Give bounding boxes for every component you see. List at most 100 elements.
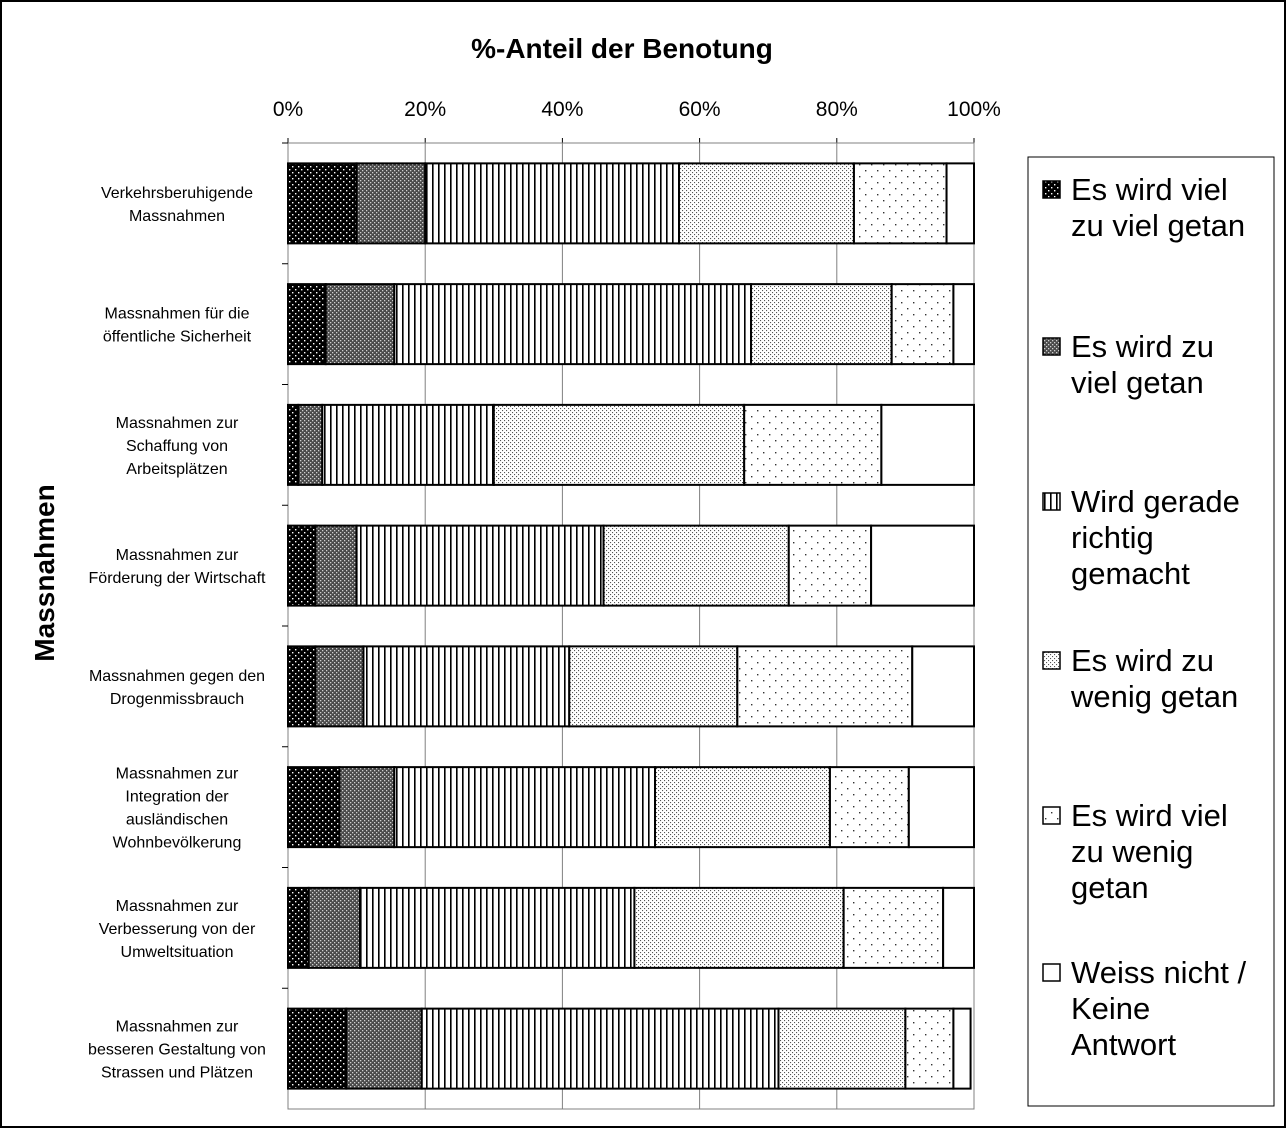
bar-segment [852, 162, 948, 245]
bar-segment [911, 645, 976, 728]
bar-segment [750, 283, 893, 366]
bar-segment [777, 1007, 907, 1090]
x-tick-label: 0% [273, 98, 303, 121]
legend-label: getan [1071, 870, 1149, 905]
bar-segment [736, 645, 914, 728]
x-tick-label: 60% [679, 98, 721, 121]
bar-segment [287, 403, 300, 486]
category-label: Wohnbevölkerung [113, 835, 242, 852]
bar-segment [287, 645, 317, 728]
bar-segment [743, 403, 883, 486]
bar-segment [952, 1007, 972, 1090]
x-tick-label: 40% [541, 98, 583, 121]
bar-segment [393, 283, 753, 366]
legend-swatch [1042, 180, 1061, 199]
category-label: Integration der [125, 789, 229, 806]
bar-segment [633, 886, 845, 969]
legend-label: Es wird viel [1071, 172, 1228, 207]
bar-segment [904, 1007, 955, 1090]
category-label: öffentliche Sicherheit [103, 329, 252, 346]
x-axis-ticks: 0% 20% 40% 60% 80% 100% [273, 98, 1001, 143]
category-label: Umweltsituation [121, 944, 234, 961]
bar-segment [287, 524, 317, 607]
bar-segment [787, 524, 873, 607]
bar-segment [870, 524, 975, 607]
x-tick-label: 100% [947, 98, 1001, 121]
legend-swatch [1042, 651, 1061, 670]
category-label: Massnahmen [129, 208, 225, 225]
legend-label: viel getan [1071, 365, 1204, 400]
bar-segment [568, 645, 739, 728]
legend-label: Es wird zu [1071, 643, 1214, 678]
bar-segment [602, 524, 790, 607]
bar-segment [362, 645, 571, 728]
chart-title: %-Anteil der Benotung [471, 33, 773, 64]
bars [282, 142, 976, 1090]
bar-segment [345, 1007, 423, 1090]
bar-segment [678, 162, 855, 245]
x-tick-label: 80% [816, 98, 858, 121]
bar-segment [945, 162, 975, 245]
bar-segment [314, 645, 365, 728]
legend-label: wenig getan [1070, 679, 1238, 714]
legend-label: Antwort [1071, 1027, 1176, 1062]
bar-segment [324, 283, 396, 366]
category-label: Massnahmen zur [116, 547, 239, 564]
bar-segment [424, 162, 681, 245]
legend-swatch [1042, 337, 1061, 356]
bar-segment [907, 766, 976, 849]
category-label: Massnahmen zur [116, 415, 239, 432]
category-label: Förderung der Wirtschaft [89, 570, 267, 587]
category-label: ausländischen [126, 812, 228, 829]
bar-segment [287, 283, 327, 366]
legend-label: Wird gerade [1071, 484, 1240, 519]
category-label: Massnahmen zur [116, 766, 239, 783]
legend-label: Keine [1071, 991, 1150, 1026]
category-label: Drogenmissbrauch [110, 691, 244, 708]
bar-segment [321, 403, 495, 486]
legend-label: Es wird viel [1071, 798, 1228, 833]
category-label: Massnahmen für die [105, 306, 250, 323]
bar-segment [338, 766, 396, 849]
legend-label: richtig [1071, 520, 1154, 555]
bar-segment [654, 766, 831, 849]
legend-swatch [1042, 963, 1061, 982]
bar-segment [492, 403, 746, 486]
category-label: Massnahmen zur [116, 1019, 239, 1036]
legend-box [1027, 156, 1275, 1107]
bar-segment [287, 886, 310, 969]
bar-segment [842, 886, 945, 969]
bar-segment [355, 162, 427, 245]
legend-swatch [1042, 492, 1061, 511]
category-label: Arbeitsplätzen [126, 461, 227, 478]
bar-segment [307, 886, 362, 969]
bar-segment [828, 766, 910, 849]
legend-swatch [1042, 806, 1061, 825]
category-label: Strassen und Plätzen [101, 1065, 253, 1082]
legend-label: zu wenig [1071, 834, 1193, 869]
category-label: Verkehrsberuhigende [101, 185, 253, 202]
bar-segment [287, 766, 341, 849]
category-label: Schaffung von [126, 438, 228, 455]
legend-label: gemacht [1071, 556, 1190, 591]
legend-label: zu viel getan [1071, 208, 1245, 243]
bar-segment [880, 403, 976, 486]
category-label: Verbesserung von der [99, 921, 256, 938]
bar-segment [420, 1007, 780, 1090]
category-labels: Verkehrsberuhigende Massnahmen Massnahmen … [88, 185, 266, 1082]
bar-segment [314, 524, 358, 607]
bar-segment [890, 283, 955, 366]
bar-segment [297, 403, 324, 486]
bar-segment [942, 886, 976, 969]
legend-label: Weiss nicht / [1071, 955, 1247, 990]
bar-segment [287, 1007, 348, 1090]
bar-segment [359, 886, 636, 969]
bar-segment [355, 524, 605, 607]
legend-label: Es wird zu [1071, 329, 1214, 364]
y-axis-label: Massnahmen [29, 484, 60, 661]
category-label: Massnahmen zur [116, 898, 239, 915]
x-tick-label: 20% [404, 98, 446, 121]
category-label: Massnahmen gegen den [89, 668, 265, 685]
